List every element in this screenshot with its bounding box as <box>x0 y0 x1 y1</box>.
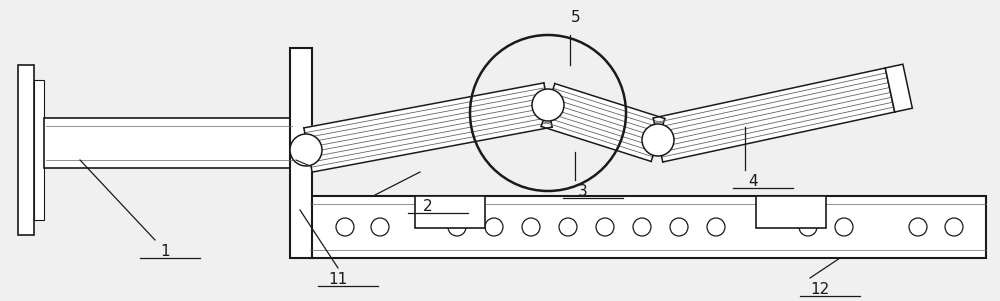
Polygon shape <box>885 64 912 112</box>
Bar <box>18 65 34 235</box>
Text: 3: 3 <box>578 184 588 199</box>
Bar <box>756 196 826 228</box>
Text: 5: 5 <box>571 10 581 25</box>
Bar <box>290 48 312 258</box>
Text: 11: 11 <box>328 272 348 287</box>
Circle shape <box>290 134 322 166</box>
Circle shape <box>532 89 564 121</box>
Text: 12: 12 <box>810 282 830 297</box>
Polygon shape <box>541 84 665 161</box>
Text: 1: 1 <box>160 244 170 259</box>
Bar <box>415 196 485 228</box>
Text: 2: 2 <box>423 199 433 214</box>
Bar <box>310 196 986 258</box>
Polygon shape <box>304 83 552 172</box>
Circle shape <box>642 124 674 156</box>
Text: 4: 4 <box>748 174 758 189</box>
Bar <box>44 118 294 168</box>
Bar <box>34 80 44 220</box>
Polygon shape <box>653 68 895 162</box>
